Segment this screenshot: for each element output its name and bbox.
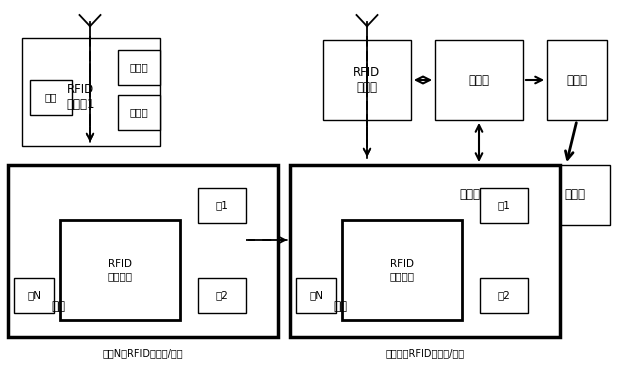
- Bar: [60, 220, 180, 320]
- Bar: [198, 278, 246, 313]
- Text: 显示器: 显示器: [130, 62, 148, 73]
- Bar: [435, 40, 523, 120]
- Bar: [540, 165, 610, 225]
- Text: 显示器: 显示器: [564, 189, 585, 202]
- Bar: [480, 278, 528, 313]
- Text: 碗N: 碗N: [309, 291, 323, 301]
- Bar: [118, 95, 160, 130]
- Bar: [14, 278, 54, 313]
- Text: 键盘: 键盘: [45, 93, 57, 103]
- Text: 碗1: 碗1: [216, 201, 228, 211]
- Text: 扬声器: 扬声器: [130, 108, 148, 118]
- Text: 碗N: 碗N: [27, 291, 41, 301]
- Text: 结算区的RFID信号读/写区: 结算区的RFID信号读/写区: [386, 348, 464, 358]
- Bar: [480, 188, 528, 223]
- Text: 托盘: 托盘: [333, 299, 347, 312]
- Text: 托盘: 托盘: [51, 299, 65, 312]
- Text: 碗2: 碗2: [498, 291, 510, 301]
- Text: 食物N的RFID信号读/写区: 食物N的RFID信号读/写区: [103, 348, 184, 358]
- Text: 计算机: 计算机: [469, 74, 490, 87]
- Bar: [323, 40, 411, 120]
- Bar: [342, 220, 462, 320]
- Text: 碗2: 碗2: [216, 291, 228, 301]
- Bar: [22, 38, 160, 146]
- Text: RFID
打价器1: RFID 打价器1: [67, 83, 95, 111]
- Text: RFID
电子标签: RFID 电子标签: [389, 259, 415, 281]
- Text: 打印机: 打印机: [567, 74, 588, 87]
- Bar: [296, 278, 336, 313]
- Bar: [118, 50, 160, 85]
- Bar: [30, 80, 72, 115]
- Bar: [435, 165, 505, 225]
- Text: 刷卡机: 刷卡机: [459, 189, 481, 202]
- Text: 碗1: 碗1: [498, 201, 510, 211]
- Bar: [8, 165, 278, 337]
- Bar: [198, 188, 246, 223]
- Bar: [290, 165, 560, 337]
- Text: RFID
结算器: RFID 结算器: [353, 66, 381, 94]
- Text: RFID
电子标签: RFID 电子标签: [107, 259, 133, 281]
- Bar: [547, 40, 607, 120]
